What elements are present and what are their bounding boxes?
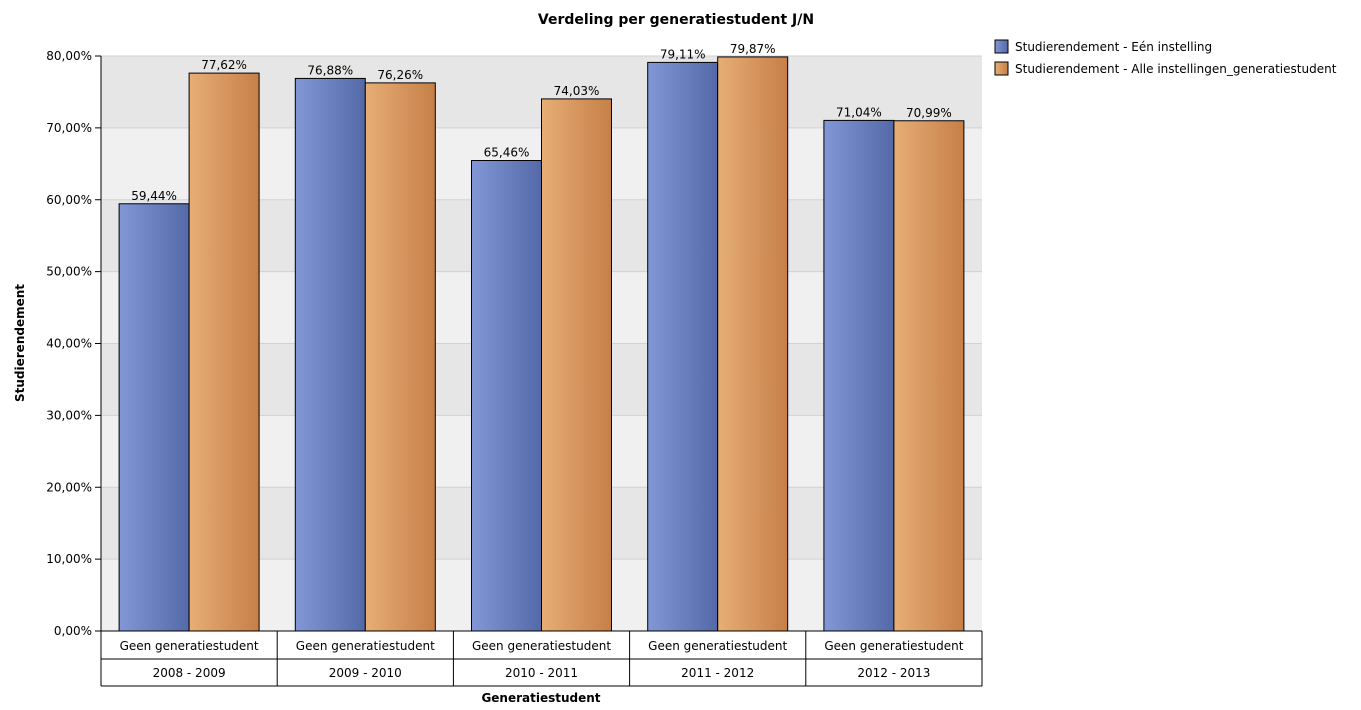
legend: Studierendement - Eén instelling Studiere… <box>994 39 1337 76</box>
y-axis-title: Studierendement <box>13 284 27 402</box>
x-category-label: Geen generatiestudent <box>824 639 963 653</box>
y-tick-label: 0,00% <box>54 624 92 638</box>
data-label: 70,99% <box>906 106 952 120</box>
data-label: 79,87% <box>730 42 776 56</box>
legend-swatch <box>994 61 1009 76</box>
y-tick-label: 40,00% <box>46 337 92 351</box>
bar-een-instelling <box>294 77 366 632</box>
x-group-label: 2010 - 2011 <box>505 666 578 680</box>
y-tick-label: 10,00% <box>46 552 92 566</box>
y-tick-label: 20,00% <box>46 480 92 494</box>
x-category-label: Geen generatiestudent <box>648 639 787 653</box>
bar-een-instelling <box>823 119 895 632</box>
x-group-label: 2011 - 2012 <box>681 666 754 680</box>
bar-een-instelling <box>471 160 542 632</box>
data-label: 71,04% <box>836 105 882 119</box>
legend-label: Studierendement - Eén instelling <box>1015 40 1212 54</box>
data-labels: 59,44% 77,62% 76,88% 76,26% 65,46% 74,03% 79,1… <box>131 42 952 203</box>
y-tick-label: 50,00% <box>46 265 92 279</box>
y-axis-ticks: 0,00% 10,00% 20,00% 30,00% 40,00% 50,00% 60,00… <box>46 49 102 638</box>
bar-een-instelling <box>647 61 719 632</box>
data-label: 65,46% <box>484 146 530 160</box>
bar-alle-instellingen <box>893 120 965 632</box>
y-tick-label: 30,00% <box>46 408 92 422</box>
x-group-label: 2012 - 2013 <box>857 666 930 680</box>
y-tick-label: 80,00% <box>46 49 92 63</box>
bars <box>118 56 965 632</box>
data-label: 79,11% <box>660 47 706 61</box>
data-label: 77,62% <box>201 58 247 72</box>
chart-title: Verdeling per generatiestudent J/N <box>538 12 814 28</box>
x-category-label: Geen generatiestudent <box>472 639 611 653</box>
data-label: 59,44% <box>131 189 177 203</box>
data-label: 76,26% <box>377 68 423 82</box>
x-axis: Geen generatiestudent 2008 - 2009 Geen gen… <box>100 630 983 687</box>
bar-alle-instellingen <box>188 72 260 632</box>
x-group-label: 2008 - 2009 <box>153 666 226 680</box>
y-tick-label: 60,00% <box>46 193 92 207</box>
bar-alle-instellingen <box>364 82 436 632</box>
x-category-label: Geen generatiestudent <box>120 639 259 653</box>
legend-swatch <box>994 39 1009 54</box>
x-category-label: Geen generatiestudent <box>296 639 435 653</box>
bar-een-instelling <box>118 203 190 632</box>
bar-alle-instellingen <box>717 56 789 632</box>
x-group-label: 2009 - 2010 <box>329 666 402 680</box>
data-label: 76,88% <box>307 63 353 77</box>
x-axis-title: Generatiestudent <box>481 691 600 705</box>
data-label: 74,03% <box>554 84 600 98</box>
bar-alle-instellingen <box>541 98 612 632</box>
y-tick-label: 70,00% <box>46 121 92 135</box>
legend-label: Studierendement - Alle instellingen_gene… <box>1015 62 1337 76</box>
